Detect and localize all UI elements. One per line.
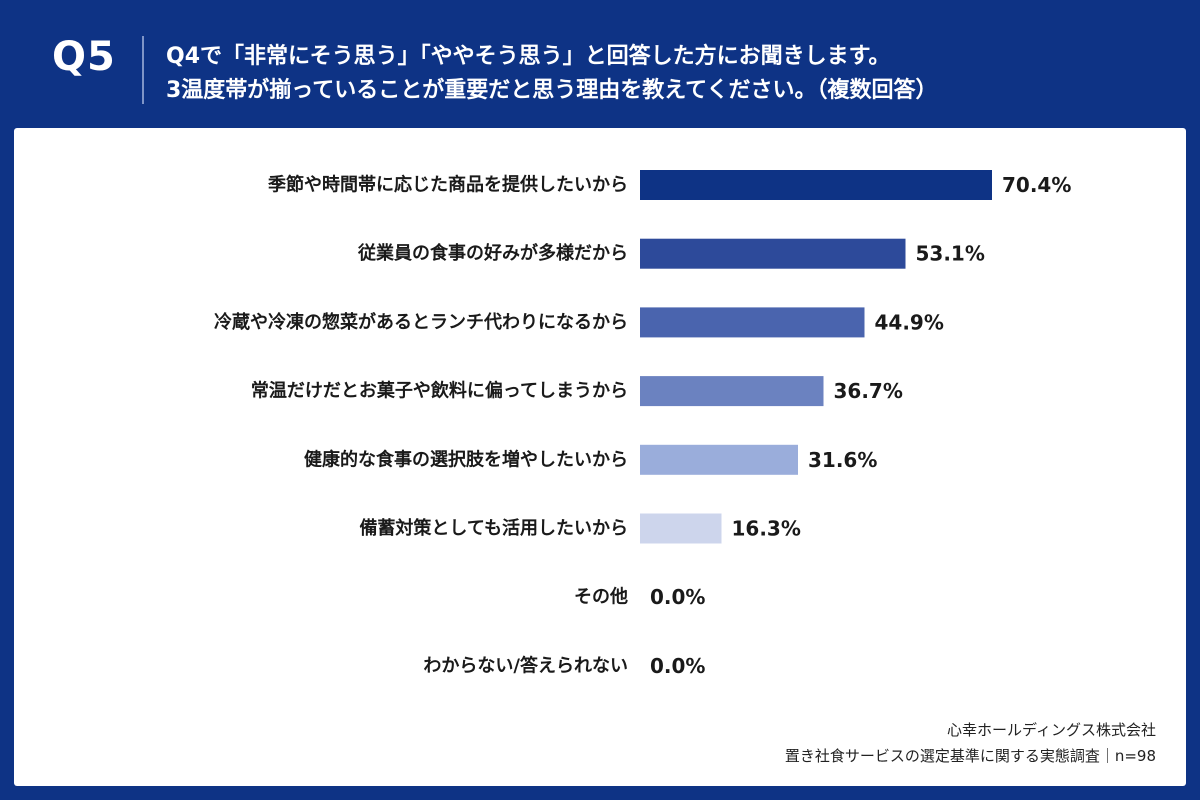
value-label: 31.6%: [808, 448, 877, 472]
source-company: 心幸ホールディングス株式会社: [947, 721, 1156, 739]
value-label: 70.4%: [1002, 173, 1071, 197]
question-number: Q5: [52, 34, 116, 80]
header-divider: [142, 36, 144, 104]
bar: [640, 307, 865, 338]
category-label: 常温だけだとお菓子や飲料に偏ってしまうから: [251, 380, 628, 402]
category-label: わからない/答えられない: [423, 654, 628, 676]
question-text-line1: Q4で「非常にそう思う」「ややそう思う」と回答した方にお聞きします。: [166, 44, 891, 69]
value-label: 53.1%: [916, 242, 985, 266]
question-text-line2: 3温度帯が揃っていることが重要だと思う理由を教えてください。（複数回答）: [166, 78, 938, 103]
bar: [640, 376, 824, 407]
source-survey: 置き社食サービスの選定基準に関する実態調査｜n=98: [784, 747, 1156, 765]
value-label: 0.0%: [650, 654, 705, 678]
header: Q5 Q4で「非常にそう思う」「ややそう思う」と回答した方にお聞きします。 3温…: [0, 0, 1200, 128]
category-label: 冷蔵や冷凍の惣菜があるとランチ代わりになるから: [214, 311, 628, 333]
bar: [640, 238, 906, 269]
chart-card: 季節や時間帯に応じた商品を提供したいから 70.4% 従業員の食事の好みが多様だから…: [14, 128, 1186, 786]
value-label: 44.9%: [875, 310, 944, 334]
bar: [640, 444, 798, 475]
value-label: 0.0%: [650, 585, 705, 609]
category-label: 季節や時間帯に応じた商品を提供したいから: [268, 174, 628, 196]
value-label: 16.3%: [732, 517, 801, 541]
category-label: その他: [574, 586, 628, 608]
bar: [640, 513, 722, 544]
category-label: 従業員の食事の好みが多様だから: [357, 242, 628, 264]
bar: [640, 170, 992, 200]
category-label: 健康的な食事の選択肢を増やしたいから: [304, 448, 628, 470]
value-label: 36.7%: [834, 379, 903, 403]
bar-chart: 季節や時間帯に応じた商品を提供したいから 70.4% 従業員の食事の好みが多様だから…: [214, 170, 1071, 678]
category-label: 備蓄対策としても活用したいから: [359, 517, 628, 539]
